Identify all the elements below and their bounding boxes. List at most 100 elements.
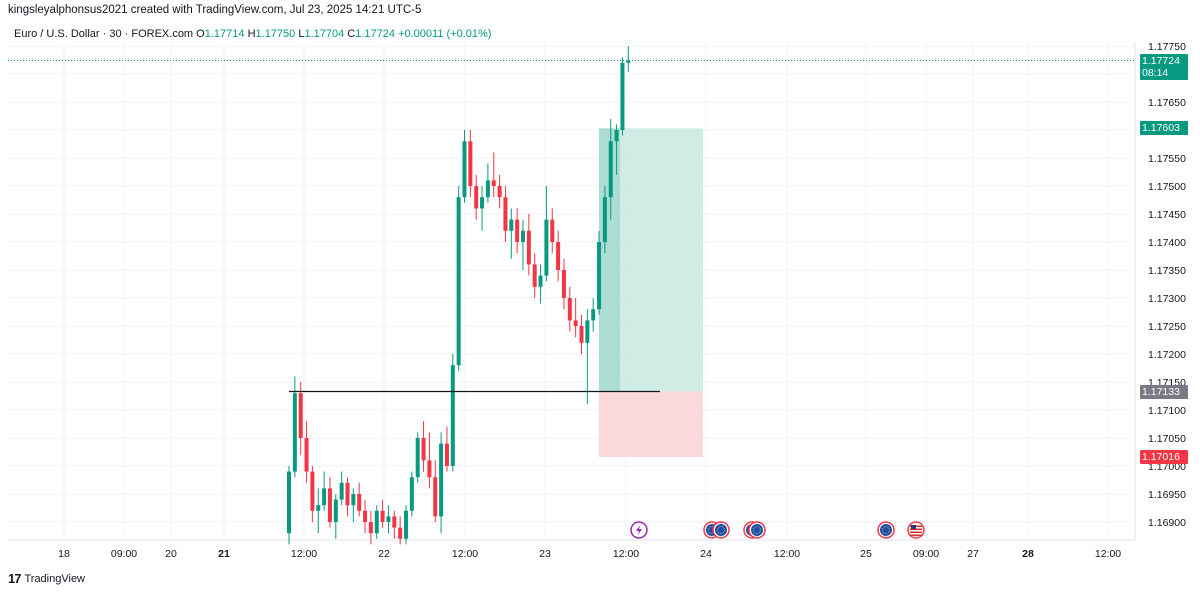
flag-eu-stars [717,526,725,534]
candle [626,46,631,72]
candle [450,354,455,472]
flag-eu-icon[interactable] [712,521,730,539]
candle [474,174,479,220]
candle-body [561,270,566,298]
candle [614,124,619,175]
symbol-name[interactable]: Euro / U.S. Dollar · 30 · FOREX.com [14,28,194,40]
flag-eu-bg [715,524,727,536]
candle [427,432,432,489]
y-tick-label: 1.17100 [1148,405,1186,417]
bolt-icon-glyph [636,525,642,535]
candle-body [491,180,496,186]
candle-body [374,510,379,534]
flag-eu-icon[interactable] [877,521,895,539]
target-price-label: 1.17603 [1140,121,1188,136]
candle-body [409,477,414,511]
candle-body [480,197,485,209]
candle-body [585,320,590,343]
flag-us-icon[interactable] [907,521,925,539]
x-tick-label: 20 [165,548,177,560]
candle-body [439,443,444,517]
candle [310,466,315,522]
candle-body [304,438,309,472]
entry-price-label: 1.17133 [1140,384,1188,399]
candle [561,258,566,310]
y-tick-label: 1.16900 [1148,517,1186,529]
candle [386,505,391,534]
time-axis[interactable]: 18 09:00 20 21 12:00 22 12:00 23 12:00 24 12:00 25 0… [58,548,1121,560]
x-tick-label: 21 [218,548,230,560]
y-tick-label: 1.17650 [1148,97,1186,109]
last-price-value: 1.17724 [1142,54,1180,67]
candle [550,208,555,254]
candle-body [556,242,561,270]
candle-body [567,298,572,321]
candle [608,118,613,220]
x-tick-label: 12:00 [774,548,800,560]
candle-body [515,219,520,242]
grid-lines [8,42,1136,541]
candle [480,186,485,231]
candle [327,477,332,528]
candle-body [363,510,368,522]
flag-us-canton [911,525,916,529]
candle-body [339,482,344,500]
candle-body [532,264,537,287]
candle-body [544,219,549,276]
bolt-icon[interactable] [630,521,648,539]
profit-zone-filled [599,128,620,392]
flag-eu-stars [882,526,890,534]
candle-body [456,197,461,366]
candle-body [368,522,373,534]
high-value: 1.17750 [255,28,296,40]
flag-eu-icon[interactable] [748,521,766,539]
candle [585,309,590,405]
candle [468,130,473,198]
tradingview-logo-icon: 17 [8,571,22,586]
candle-body [316,505,321,511]
tradingview-footer: 17 TradingView [8,571,85,586]
candle [322,471,327,511]
candle [351,488,356,522]
candle-body [597,242,602,310]
candle [456,186,461,371]
candle [439,432,444,534]
x-tick-label: 24 [700,548,712,560]
candle [363,499,368,534]
candle-body [509,219,514,231]
last-price-label: 1.17724 08:14 [1140,53,1188,80]
candle [591,298,596,332]
candle [398,516,403,545]
candle-body [333,499,338,522]
candle-body [287,471,291,534]
candle [567,286,572,332]
candle [556,230,561,282]
candle [485,163,490,203]
candle [316,488,321,534]
flag-us-stripe [910,534,922,536]
candle [515,208,520,254]
loss-zone [599,391,703,458]
candle [392,510,397,539]
candle-body [474,186,479,209]
candle-body [433,477,438,517]
position-zones[interactable] [599,128,703,458]
candle [509,208,514,259]
candle-body [579,326,584,343]
candle [579,314,584,354]
event-markers[interactable] [630,521,925,539]
flag-eu-bg [751,524,763,536]
candle-body [591,309,596,321]
x-tick-label: 12:00 [1095,548,1121,560]
x-tick-label: 09:00 [111,548,137,560]
candle-body [497,186,502,198]
candle [433,460,438,522]
candle-body [526,230,531,265]
low-label: L [298,28,305,40]
candle [304,421,309,483]
candle-body [538,275,543,287]
close-label: C [347,28,356,40]
candle-body [392,516,397,528]
candle [602,186,607,254]
